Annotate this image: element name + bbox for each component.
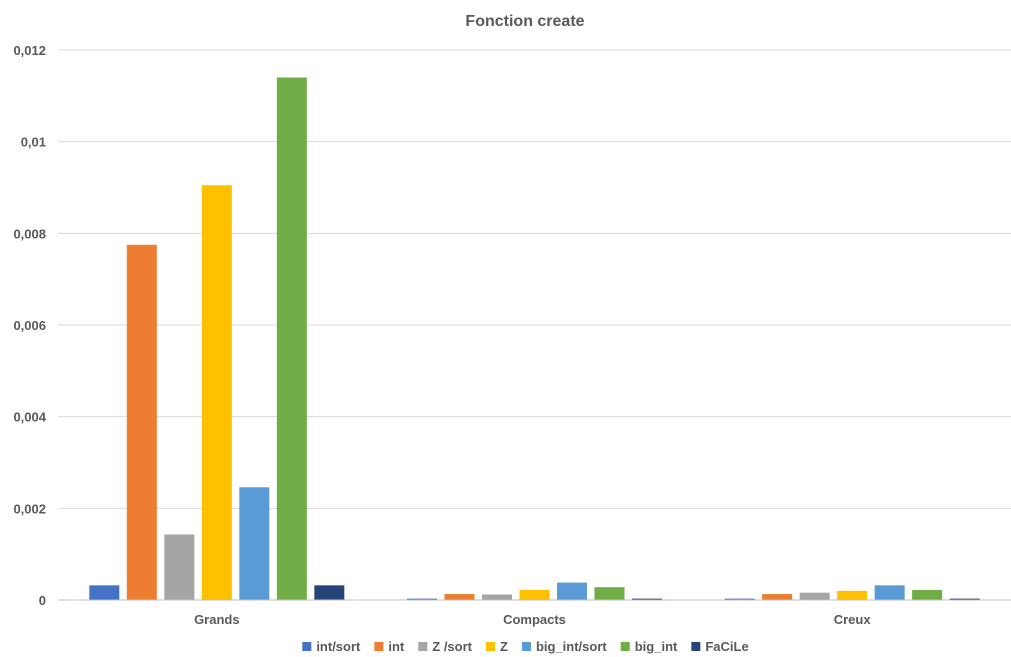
chart-title: Fonction create — [465, 13, 584, 30]
y-tick-label: 0,002 — [13, 501, 46, 516]
bar — [164, 534, 195, 600]
legend-label: Z — [500, 639, 508, 654]
legend-swatch — [418, 642, 428, 651]
y-tick-label: 0,006 — [13, 318, 46, 333]
legend-item: FaCiLe — [691, 639, 749, 654]
y-tick-label: 0,01 — [21, 135, 46, 150]
legend-item: big_int — [620, 639, 678, 654]
bar — [724, 598, 755, 600]
legend-item: int — [374, 639, 405, 654]
bar — [594, 587, 625, 600]
legend-label: big_int/sort — [536, 639, 607, 654]
bar — [762, 594, 793, 600]
legend-label: int/sort — [316, 639, 361, 654]
legend-swatch — [486, 642, 495, 651]
legend-label: int — [388, 639, 405, 654]
legend-swatch — [302, 642, 312, 651]
bar — [557, 582, 587, 600]
bar — [201, 185, 232, 601]
bar — [519, 589, 550, 600]
bar — [632, 598, 662, 600]
legend-item: big_int/sort — [521, 639, 607, 654]
bar — [314, 585, 345, 600]
bar — [799, 592, 830, 600]
x-category-label: Compacts — [503, 612, 566, 627]
legend-swatch — [521, 642, 531, 651]
legend-label: FaCiLe — [705, 639, 748, 654]
legend-item: Z — [486, 639, 508, 654]
x-category-label: Creux — [834, 612, 872, 627]
bar — [407, 598, 437, 600]
bar — [276, 77, 307, 600]
x-axis-category-labels: Grands Compacts Creux — [194, 612, 871, 627]
legend-swatch — [374, 642, 384, 651]
legend-swatch — [691, 642, 701, 651]
bars — [89, 77, 980, 601]
y-tick-label: 0 — [39, 593, 46, 608]
legend-swatch — [620, 642, 630, 651]
legend-item: int/sort — [302, 639, 361, 654]
legend-label: Z /sort — [432, 639, 472, 654]
bar — [239, 487, 270, 600]
bar — [912, 589, 943, 600]
y-tick-label: 0,004 — [13, 410, 46, 425]
bar — [837, 590, 868, 600]
bar — [89, 585, 120, 600]
y-tick-label: 0,012 — [13, 43, 46, 58]
y-axis-tick-labels: 0 0,002 0,004 0,006 0,008 0,01 0,012 — [13, 43, 46, 608]
y-tick-label: 0,008 — [13, 226, 46, 241]
bar — [874, 585, 905, 600]
bar — [949, 598, 980, 600]
legend-item: Z /sort — [418, 639, 473, 654]
bar — [444, 594, 475, 600]
bar — [126, 244, 157, 600]
bar — [482, 594, 512, 600]
gridlines — [58, 49, 1011, 509]
legend-label: big_int — [635, 639, 678, 654]
x-category-label: Grands — [194, 612, 240, 627]
